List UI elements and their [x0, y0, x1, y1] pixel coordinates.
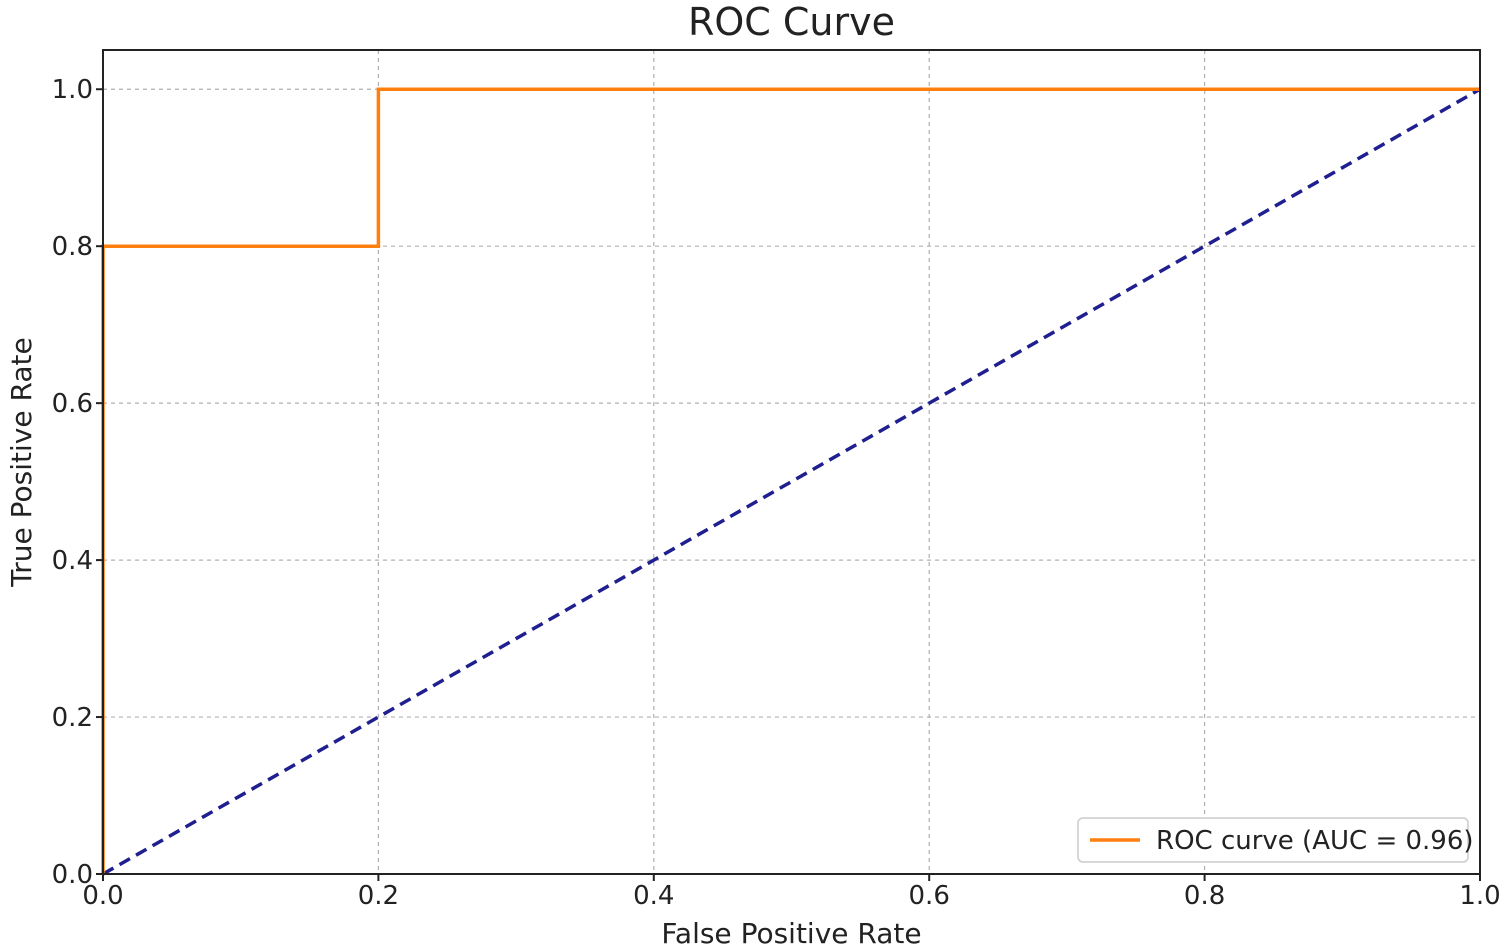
series-layer: [101, 87, 1481, 876]
y-tick-label: 1.0: [52, 75, 93, 105]
y-tick-label: 0.8: [52, 232, 93, 262]
x-tick-label: 0.0: [82, 881, 123, 911]
x-tick-label: 0.2: [358, 881, 399, 911]
chart-title: ROC Curve: [688, 0, 895, 44]
y-tick-label: 0.6: [52, 389, 93, 419]
x-tick-label: 0.6: [909, 881, 950, 911]
legend-label: ROC curve (AUC = 0.96): [1156, 826, 1474, 856]
x-tick-label: 1.0: [1459, 881, 1500, 911]
x-axis-label: False Positive Rate: [661, 917, 921, 950]
legend: ROC curve (AUC = 0.96): [1077, 817, 1474, 863]
axis-ticks: 0.0 0.2 0.4 0.6 0.8 1.0 0.0 0.2 0.4 0.6 0.8 1.0: [52, 75, 1501, 911]
legend-box: [1077, 817, 1469, 863]
grid: [102, 50, 1481, 875]
x-tick-label: 0.4: [633, 881, 674, 911]
x-tick-label: 0.8: [1184, 881, 1225, 911]
y-axis-label: True Positive Rate: [5, 337, 38, 587]
plot-frame: [102, 49, 1481, 875]
chance-diagonal-line: [102, 87, 1481, 876]
y-tick-label: 0.0: [52, 860, 93, 890]
y-tick-label: 0.4: [52, 546, 93, 576]
y-tick-label: 0.2: [52, 703, 93, 733]
